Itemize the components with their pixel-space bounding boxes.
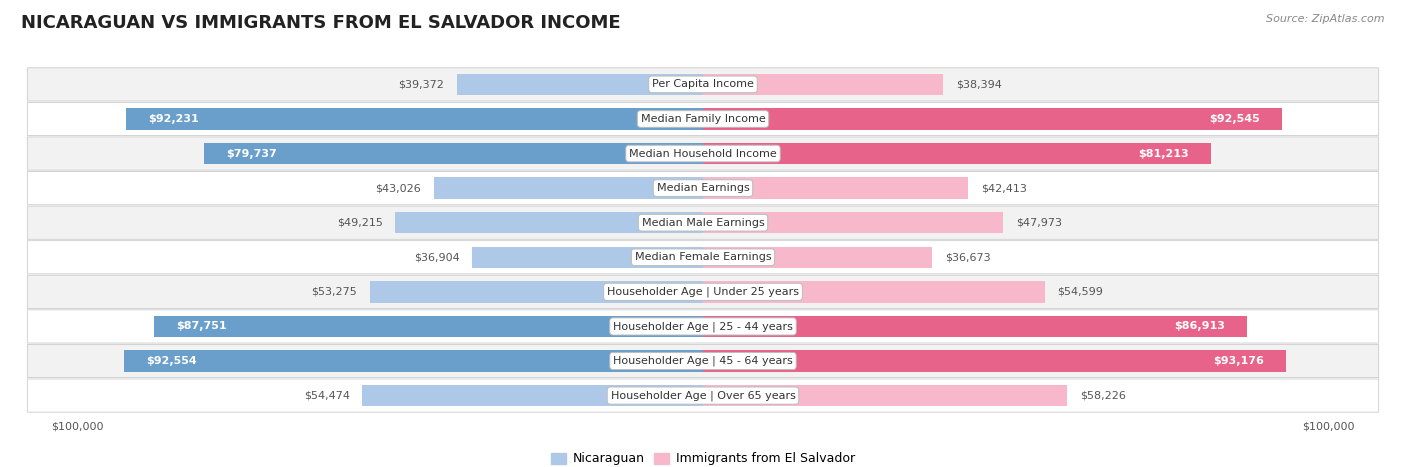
FancyBboxPatch shape [27,241,1379,274]
Bar [363,385,703,406]
Bar [703,108,1282,130]
Bar [703,316,1247,337]
Text: Source: ZipAtlas.com: Source: ZipAtlas.com [1267,14,1385,24]
Text: Median Male Earnings: Median Male Earnings [641,218,765,228]
Text: NICARAGUAN VS IMMIGRANTS FROM EL SALVADOR INCOME: NICARAGUAN VS IMMIGRANTS FROM EL SALVADO… [21,14,620,32]
Bar [434,177,703,199]
FancyBboxPatch shape [27,379,1379,412]
FancyBboxPatch shape [27,310,1379,343]
FancyBboxPatch shape [27,206,1379,239]
Bar [703,385,1067,406]
Text: $49,215: $49,215 [336,218,382,228]
Legend: Nicaraguan, Immigrants from El Salvador: Nicaraguan, Immigrants from El Salvador [551,453,855,466]
Text: $43,026: $43,026 [375,183,422,193]
Text: $39,372: $39,372 [398,79,444,89]
FancyBboxPatch shape [27,171,1379,205]
FancyBboxPatch shape [27,137,1379,170]
Bar [703,350,1286,372]
Bar [124,350,703,372]
FancyBboxPatch shape [27,102,1379,135]
Text: Householder Age | Under 25 years: Householder Age | Under 25 years [607,287,799,297]
Bar [395,212,703,234]
Text: $92,545: $92,545 [1209,114,1260,124]
Text: $36,673: $36,673 [945,252,991,262]
Text: $87,751: $87,751 [176,321,226,332]
Bar [703,281,1045,303]
Text: $36,904: $36,904 [413,252,460,262]
Bar [703,247,932,268]
Bar [703,74,943,95]
Text: Median Female Earnings: Median Female Earnings [634,252,772,262]
Bar [155,316,703,337]
Text: Median Household Income: Median Household Income [628,149,778,159]
FancyBboxPatch shape [27,275,1379,308]
Bar [703,212,1002,234]
FancyBboxPatch shape [27,344,1379,378]
Text: Median Family Income: Median Family Income [641,114,765,124]
Text: Median Earnings: Median Earnings [657,183,749,193]
Text: Householder Age | 25 - 44 years: Householder Age | 25 - 44 years [613,321,793,332]
Text: Householder Age | 45 - 64 years: Householder Age | 45 - 64 years [613,356,793,366]
Text: $81,213: $81,213 [1139,149,1189,159]
Bar [204,143,703,164]
Bar [457,74,703,95]
Text: Householder Age | Over 65 years: Householder Age | Over 65 years [610,390,796,401]
Text: $86,913: $86,913 [1174,321,1225,332]
Text: $38,394: $38,394 [956,79,1001,89]
Text: $92,231: $92,231 [148,114,198,124]
Text: $54,599: $54,599 [1057,287,1102,297]
Text: $93,176: $93,176 [1213,356,1264,366]
Text: $92,554: $92,554 [146,356,197,366]
Bar [127,108,703,130]
Text: $47,973: $47,973 [1015,218,1062,228]
Text: Per Capita Income: Per Capita Income [652,79,754,89]
Text: $79,737: $79,737 [226,149,277,159]
Bar [472,247,703,268]
Bar [703,177,969,199]
Text: $42,413: $42,413 [981,183,1026,193]
Text: $54,474: $54,474 [304,390,350,401]
FancyBboxPatch shape [27,68,1379,101]
Bar [703,143,1211,164]
Text: $53,275: $53,275 [312,287,357,297]
Bar [370,281,703,303]
Text: $58,226: $58,226 [1080,390,1126,401]
